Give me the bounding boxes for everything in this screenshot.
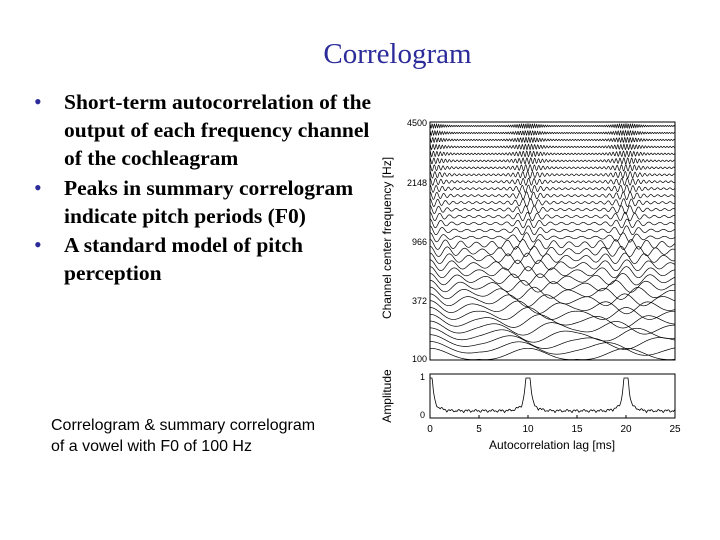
caption-line: of a vowel with F0 of 100 Hz xyxy=(51,438,252,455)
x-tick-label: 20 xyxy=(620,424,632,435)
bullet-text: A standard model of pitch perception xyxy=(64,233,303,286)
correlogram-figure: 4500 2148 966 372 100 Channel center fre… xyxy=(380,118,681,452)
bullet-dot-icon: • xyxy=(34,232,42,258)
bullet-item: • Peaks in summary correlogram indicate … xyxy=(30,174,380,230)
channel-trace xyxy=(430,341,676,356)
channel-trace xyxy=(429,129,676,137)
y-axis-label: Channel center frequency [Hz] xyxy=(380,157,394,319)
y-tick-label: 0 xyxy=(420,410,425,420)
channel-trace xyxy=(430,320,675,336)
y-tick-label: 100 xyxy=(412,354,427,364)
channel-trace xyxy=(429,279,676,293)
slide-title: Correlogram xyxy=(323,38,472,70)
y-tick-label: 372 xyxy=(412,296,427,306)
x-tick-label: 25 xyxy=(669,424,681,435)
y-tick-label: 4500 xyxy=(407,118,427,128)
channel-trace xyxy=(429,259,676,272)
x-ticks: 0 5 10 15 20 25 xyxy=(427,415,681,435)
channel-trace xyxy=(429,184,676,193)
channel-trace xyxy=(429,293,676,307)
channel-trace xyxy=(429,273,676,286)
channel-trace xyxy=(429,198,676,208)
bullet-item: • Short-term autocorrelation of the outp… xyxy=(30,88,380,173)
channel-trace xyxy=(429,327,676,343)
y-tick-label: 1 xyxy=(420,372,425,382)
bullet-dot-icon: • xyxy=(34,89,42,114)
channel-trace xyxy=(429,307,676,320)
y-tick-label: 2148 xyxy=(407,178,427,188)
caption-line: Correlogram & summary correlogram xyxy=(51,417,316,434)
channel-trace xyxy=(429,150,676,158)
x-tick-label: 0 xyxy=(427,424,433,435)
bullet-text: Peaks in summary correlogram indicate pi… xyxy=(64,175,354,228)
channel-trace xyxy=(429,122,676,130)
x-tick-label: 15 xyxy=(571,424,583,435)
channel-trace xyxy=(429,157,676,165)
channel-trace xyxy=(429,177,676,186)
channel-trace xyxy=(429,211,676,222)
channel-trace xyxy=(429,313,676,329)
figure-caption: Correlogram & summary correlogram of a v… xyxy=(51,415,371,457)
bullet-dot-icon: • xyxy=(34,174,42,200)
x-tick-label: 10 xyxy=(522,424,534,435)
channel-trace xyxy=(429,143,676,151)
x-axis-label: Autocorrelation lag [ms] xyxy=(489,438,615,452)
channel-trace xyxy=(429,266,676,279)
summary-correlogram-line xyxy=(430,377,676,414)
channel-trace xyxy=(429,225,676,236)
channel-trace xyxy=(429,136,676,144)
channel-trace xyxy=(429,191,676,200)
channel-trace xyxy=(429,170,676,179)
x-tick-label: 5 xyxy=(476,424,482,435)
correlogram-traces xyxy=(429,122,676,360)
channel-trace xyxy=(429,334,676,350)
summary-panel xyxy=(429,373,676,419)
channel-trace xyxy=(429,239,676,250)
channel-trace xyxy=(429,300,676,315)
amplitude-axis-label: Amplitude xyxy=(380,369,394,423)
bullet-text: Short-term autocorrelation of the output… xyxy=(64,90,372,171)
channel-trace xyxy=(429,286,676,300)
channel-trace xyxy=(429,252,676,264)
channel-trace xyxy=(430,347,676,360)
channel-trace xyxy=(429,218,676,229)
bullet-item: • A standard model of pitch perception xyxy=(30,231,380,287)
channel-trace xyxy=(429,232,676,243)
channel-trace xyxy=(429,245,676,257)
channel-trace xyxy=(429,164,676,172)
y-tick-label: 966 xyxy=(412,237,427,247)
bullet-list: • Short-term autocorrelation of the outp… xyxy=(30,88,380,288)
